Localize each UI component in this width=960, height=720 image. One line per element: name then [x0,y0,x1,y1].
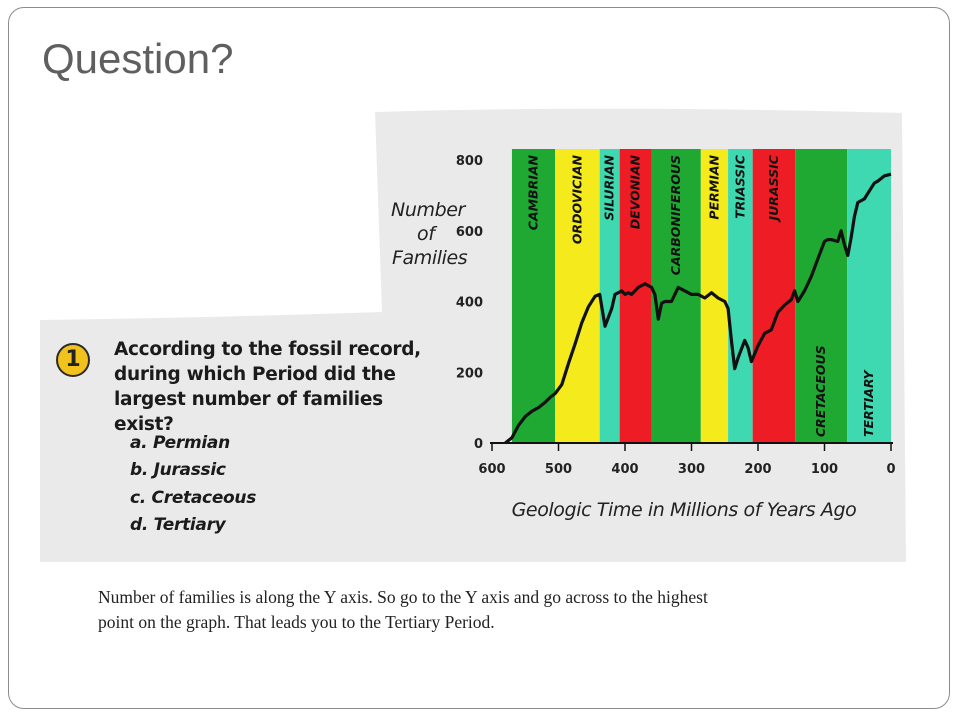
option-b[interactable]: b. Jurassic [130,460,226,481]
y-tick-label: 200 [456,366,483,381]
period-label-carboniferous: CARBONIFEROUS [668,155,683,275]
period-label-cambrian: CAMBRIAN [526,154,541,230]
option-d[interactable]: d. Tertiary [130,514,226,535]
families-series-line [504,172,892,445]
question-number-badge: 1 [56,343,90,377]
period-label-cretaceous: CRETACEOUS [813,345,828,437]
question-text: According to the fossil record, during w… [114,339,421,435]
period-label-tertiary: TERTIARY [861,369,876,437]
option-c[interactable]: c. Cretaceous [130,487,257,508]
x-tick-label: 100 [811,462,838,477]
period-label-permian: PERMIAN [706,154,721,219]
period-band-triassic [728,149,753,443]
period-band-cambrian [511,149,556,443]
period-label-devonian: DEVONIAN [628,154,643,229]
answer-options: a. Permian b. Jurassic c. Cretaceous d. … [130,430,256,539]
period-band-cretaceous [795,149,848,443]
period-band-tertiary [847,149,891,443]
x-tick-label: 400 [611,462,638,477]
x-tick-label: 300 [678,462,705,477]
x-tick-label: 500 [545,462,572,477]
period-band-silurian [599,149,620,443]
x-tick-label: 200 [744,462,771,477]
slide-title: Question? [42,35,234,82]
y-tick-label: 0 [474,437,483,452]
y-axis-label-line: Number [391,199,467,221]
period-label-silurian: SILURIAN [602,154,617,220]
period-band-devonian [619,149,652,443]
y-tick-label: 400 [456,296,483,311]
y-tick-label: 600 [456,225,483,240]
period-band-jurassic [752,149,796,443]
y-axis-label-line: Families [392,247,468,269]
x-tick-label: 0 [886,462,895,477]
period-band-ordovician [555,149,600,443]
y-axis-label-line: of [417,223,438,245]
period-label-jurassic: JURASSIC [766,154,781,223]
slide-caption: Number of families is along the Y axis. … [98,587,708,632]
x-axis-label: Geologic Time in Millions of Years Ago [512,499,857,521]
period-label-ordovician: ORDOVICIAN [569,154,584,244]
y-tick-label: 800 [456,154,483,169]
period-label-triassic: TRIASSIC [732,154,747,219]
option-a[interactable]: a. Permian [130,433,230,453]
x-tick-label: 600 [478,462,505,477]
